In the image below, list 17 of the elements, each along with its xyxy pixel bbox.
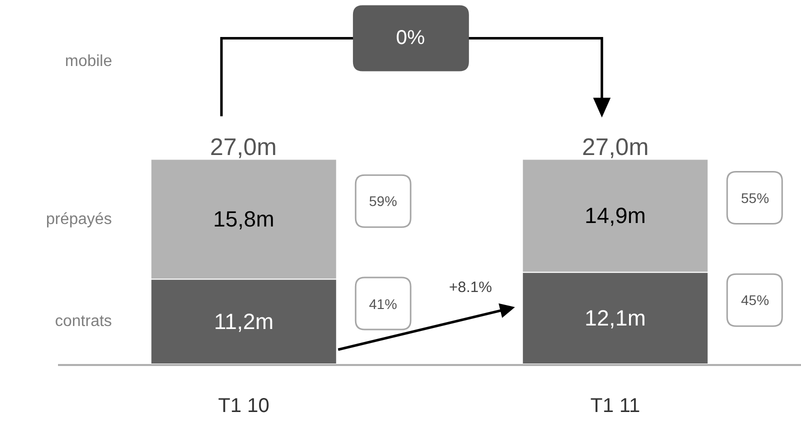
data-label: 15,8m [213, 206, 274, 232]
annotation: 55% [741, 190, 770, 206]
annotation: 45% [741, 292, 770, 308]
data-label: 14,9m [584, 203, 646, 228]
annotation: 59% [369, 193, 398, 209]
annotation: mobile [65, 53, 112, 70]
total-label: 27,0m [582, 134, 649, 161]
data-label: 12,1m [584, 306, 646, 331]
x-tick-label: T1 11 [590, 394, 640, 417]
x-tick-label: T1 10 [218, 394, 270, 417]
total-label: 27,0m [210, 134, 277, 161]
text: contrats [55, 313, 112, 330]
annotation: +8.1% [449, 279, 492, 296]
text: prépayés [46, 211, 112, 228]
annotation: 41% [369, 296, 398, 312]
annotation: 0% [396, 27, 426, 49]
data-label: 11,2m [214, 309, 274, 334]
